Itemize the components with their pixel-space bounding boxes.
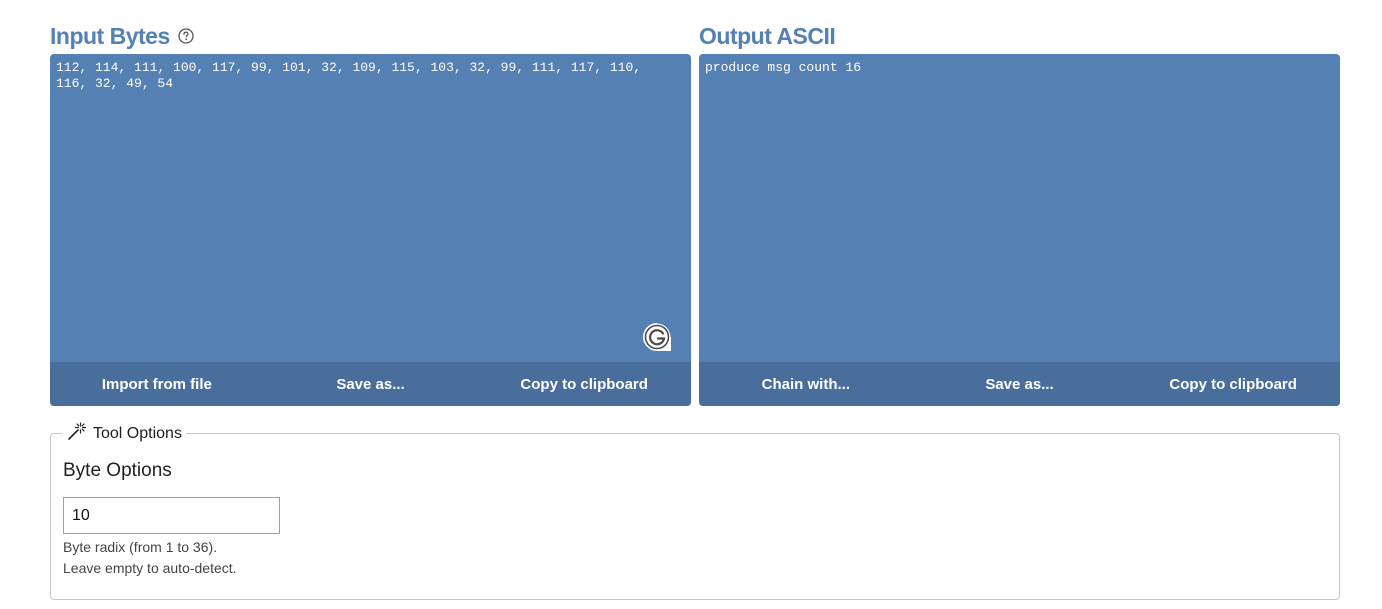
input-textarea[interactable]: 112, 114, 111, 100, 117, 99, 101, 32, 10… — [56, 60, 642, 91]
byte-radix-input[interactable] — [63, 497, 280, 534]
input-footer: Import from file Save as... Copy to clip… — [50, 362, 691, 406]
output-box: produce msg count 16 Chain with... Save … — [699, 54, 1340, 406]
input-panel: Input Bytes 112, 114, 111, 100, 117, 99,… — [50, 20, 691, 406]
output-textarea[interactable]: produce msg count 16 — [705, 60, 862, 75]
input-copy-button[interactable]: Copy to clipboard — [520, 375, 648, 393]
output-title-row: Output ASCII — [699, 20, 1340, 52]
output-panel: Output ASCII produce msg count 16 Chain … — [699, 20, 1340, 406]
help-icon[interactable] — [178, 28, 194, 44]
input-title: Input Bytes — [50, 22, 170, 49]
tool-options-legend: Tool Options — [63, 421, 186, 446]
tool-options-label: Tool Options — [93, 424, 182, 442]
magic-wand-icon — [67, 421, 87, 446]
byte-options-title: Byte Options — [63, 460, 172, 481]
tool-options-fieldset: Tool Options Byte Options Byte radix (fr… — [50, 421, 1340, 600]
auto-detect-hint: Leave empty to auto-detect. — [63, 560, 237, 576]
output-title: Output ASCII — [699, 22, 836, 49]
input-box: 112, 114, 111, 100, 117, 99, 101, 32, 10… — [50, 54, 691, 406]
input-save-as-button[interactable]: Save as... — [336, 375, 405, 393]
import-from-file-button[interactable]: Import from file — [101, 375, 212, 393]
output-save-as-button[interactable]: Save as... — [985, 375, 1054, 393]
output-footer: Chain with... Save as... Copy to clipboa… — [699, 362, 1340, 406]
output-copy-button[interactable]: Copy to clipboard — [1169, 375, 1297, 393]
chain-with-button[interactable]: Chain with... — [761, 375, 850, 393]
radix-hint: Byte radix (from 1 to 36). — [63, 539, 218, 555]
grammarly-icon[interactable] — [642, 322, 672, 352]
input-title-row: Input Bytes — [50, 20, 691, 52]
